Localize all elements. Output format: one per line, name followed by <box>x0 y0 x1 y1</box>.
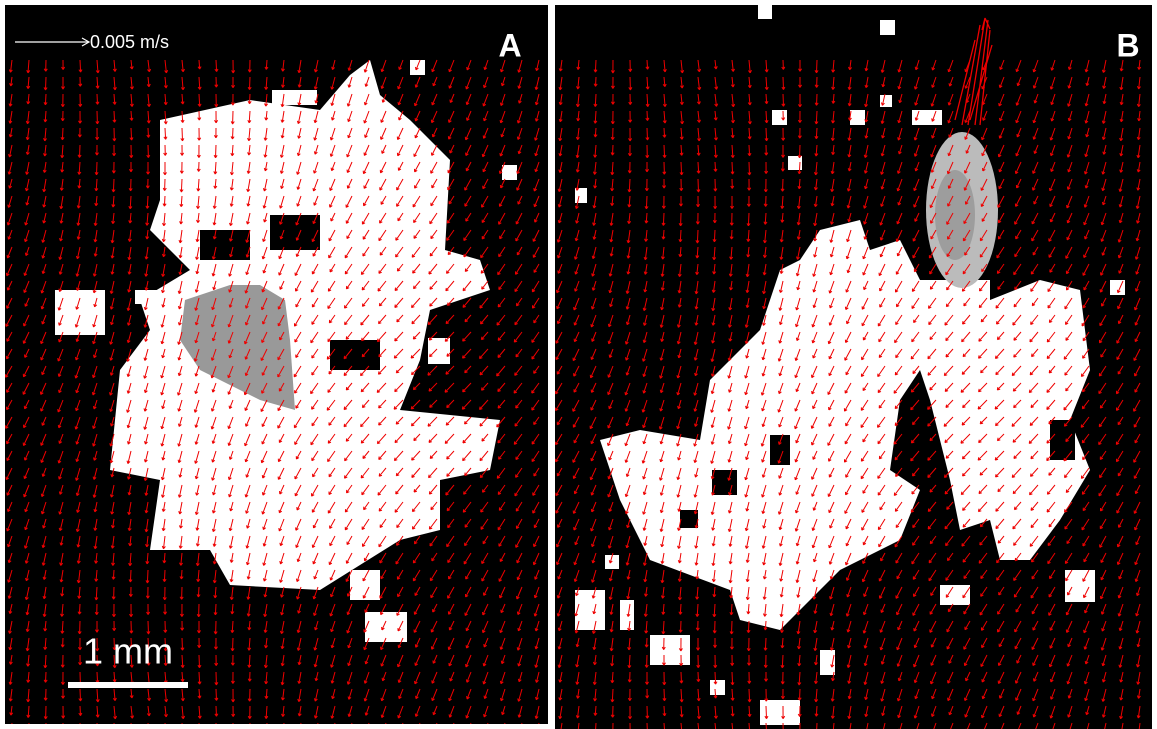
scale-bar <box>68 682 188 688</box>
panel-label: A <box>498 27 521 63</box>
hole <box>330 340 380 370</box>
scale-bar-label: 1 mm <box>83 631 173 672</box>
panel-b <box>555 5 1152 729</box>
figure: 0.005 m/s A B 1 mm <box>0 0 1157 729</box>
hole <box>200 230 250 260</box>
page: 0.005 m/s A B 1 mm (() => { const data =… <box>0 0 1157 729</box>
panel-label: B <box>1116 27 1139 63</box>
hole <box>270 215 320 250</box>
velocity-scale-label: 0.005 m/s <box>90 32 169 52</box>
panel-a <box>5 5 548 729</box>
